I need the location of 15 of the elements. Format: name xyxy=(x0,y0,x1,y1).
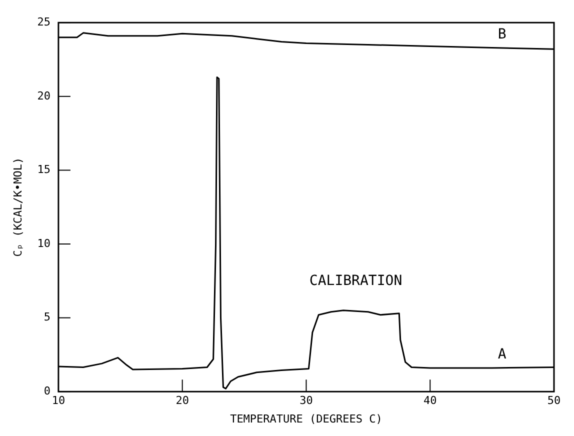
annotation: CALIBRATION xyxy=(309,272,402,289)
y-tick-label: 25 xyxy=(37,15,50,28)
x-tick-label: 40 xyxy=(423,394,437,408)
y-tick-label: 0 xyxy=(44,384,50,398)
y-tick-label: 20 xyxy=(37,89,50,102)
series-label: B xyxy=(498,26,506,42)
series-label: A xyxy=(498,346,507,363)
y-axis-title: Cₚ (KCAL/K•MOL) xyxy=(11,157,24,257)
x-tick-label: 20 xyxy=(176,394,189,408)
y-tick-label: 10 xyxy=(37,236,50,250)
x-axis-title: TEMPERATURE (DEGREES C) xyxy=(230,412,382,426)
y-tick-label: 5 xyxy=(44,310,50,324)
x-tick-label: 50 xyxy=(547,394,561,408)
y-tick-label: 15 xyxy=(37,163,50,176)
x-tick-label: 30 xyxy=(300,394,313,408)
